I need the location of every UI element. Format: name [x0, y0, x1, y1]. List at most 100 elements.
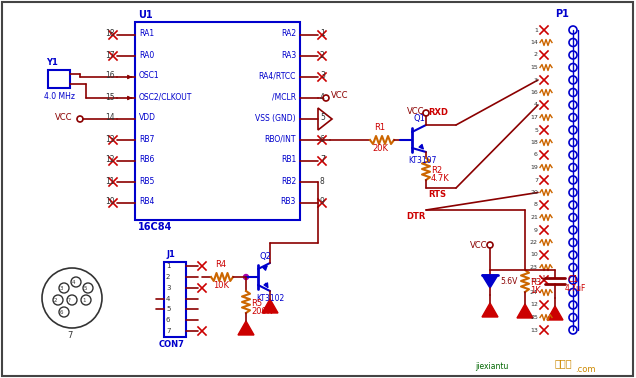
Text: 8: 8 — [534, 203, 538, 208]
Text: 15: 15 — [106, 93, 115, 102]
Text: RA4/RTCC: RA4/RTCC — [259, 71, 296, 81]
Text: 10K: 10K — [213, 281, 229, 290]
Text: 6: 6 — [320, 135, 325, 144]
Text: 3: 3 — [534, 77, 538, 82]
Text: 1: 1 — [320, 29, 325, 39]
Text: Q1: Q1 — [414, 114, 426, 123]
Text: VSS (GND): VSS (GND) — [256, 113, 296, 122]
Text: OSC2/CLKOUT: OSC2/CLKOUT — [139, 93, 192, 102]
Text: KT3107: KT3107 — [408, 156, 436, 165]
Text: 23: 23 — [530, 265, 538, 270]
Text: +: + — [539, 274, 547, 284]
Text: RA1: RA1 — [139, 29, 154, 39]
Text: DTR: DTR — [406, 212, 425, 221]
Text: 7: 7 — [67, 331, 73, 340]
Text: 13: 13 — [106, 135, 115, 144]
Text: 19: 19 — [530, 165, 538, 170]
Text: 4.0 MHz: 4.0 MHz — [44, 92, 75, 101]
Text: 10: 10 — [530, 253, 538, 257]
Text: 6: 6 — [166, 317, 170, 323]
Text: J1: J1 — [166, 250, 175, 259]
Text: 11: 11 — [106, 177, 115, 186]
Text: 3: 3 — [60, 285, 64, 291]
Text: 4.7uF: 4.7uF — [565, 284, 586, 293]
Text: C1: C1 — [567, 275, 578, 284]
Text: R2: R2 — [431, 166, 442, 175]
Text: 6: 6 — [534, 152, 538, 158]
Text: ?: ? — [68, 297, 71, 302]
Text: RB1: RB1 — [280, 155, 296, 164]
Text: 11: 11 — [530, 277, 538, 282]
Text: RB2: RB2 — [280, 177, 296, 186]
Text: 1K: 1K — [530, 286, 541, 295]
Text: 21: 21 — [530, 215, 538, 220]
Text: 1: 1 — [534, 28, 538, 33]
Text: R3: R3 — [530, 278, 541, 287]
Text: /MCLR: /MCLR — [272, 93, 296, 102]
Text: 14: 14 — [530, 40, 538, 45]
Text: VCC: VCC — [331, 91, 349, 101]
Text: RTS: RTS — [428, 190, 446, 199]
Text: RBO/INT: RBO/INT — [265, 135, 296, 144]
Text: 8: 8 — [320, 177, 325, 186]
Text: RA3: RA3 — [280, 51, 296, 59]
Text: 14: 14 — [106, 113, 115, 122]
Text: 2: 2 — [320, 51, 325, 59]
Text: U1: U1 — [138, 10, 153, 20]
Text: VDD: VDD — [139, 113, 156, 122]
Text: 12: 12 — [530, 302, 538, 307]
Bar — [48, 70, 70, 88]
Text: 5.6V: 5.6V — [500, 277, 517, 287]
Polygon shape — [262, 299, 278, 313]
Text: 4: 4 — [320, 93, 325, 102]
Text: 5: 5 — [320, 113, 325, 122]
Text: RB7: RB7 — [139, 135, 155, 144]
Text: 16: 16 — [106, 71, 115, 81]
Text: RA0: RA0 — [139, 51, 155, 59]
Text: R5: R5 — [251, 299, 262, 308]
Text: 12: 12 — [106, 155, 115, 164]
Polygon shape — [482, 275, 498, 288]
Polygon shape — [482, 303, 498, 317]
Text: 电子疯: 电子疯 — [555, 358, 572, 368]
Text: RB4: RB4 — [139, 197, 155, 206]
Text: VCC: VCC — [407, 107, 424, 116]
Text: 4: 4 — [534, 102, 538, 107]
Text: 20: 20 — [530, 190, 538, 195]
Circle shape — [244, 274, 249, 279]
Text: .com: .com — [575, 365, 595, 374]
Bar — [135, 22, 300, 220]
Text: 1: 1 — [82, 297, 85, 302]
Text: 24: 24 — [530, 290, 538, 295]
Text: 16C84: 16C84 — [138, 222, 172, 232]
Text: Q2: Q2 — [260, 252, 272, 261]
Text: CON7: CON7 — [159, 340, 185, 349]
Text: 17: 17 — [106, 51, 115, 59]
Text: RB6: RB6 — [139, 155, 155, 164]
Polygon shape — [517, 304, 533, 318]
Text: RB5: RB5 — [139, 177, 155, 186]
Text: jiexiantu: jiexiantu — [475, 362, 508, 371]
Text: 2: 2 — [166, 274, 170, 280]
Text: 4: 4 — [166, 296, 170, 302]
Text: 16: 16 — [530, 90, 538, 95]
Text: 3: 3 — [320, 71, 325, 81]
Text: 3: 3 — [166, 285, 170, 291]
Text: 7: 7 — [534, 178, 538, 183]
Polygon shape — [238, 321, 254, 335]
Text: OSC1: OSC1 — [139, 71, 160, 81]
Text: 4: 4 — [72, 279, 76, 285]
Text: 22: 22 — [530, 240, 538, 245]
Text: 5: 5 — [166, 306, 170, 312]
Text: 2: 2 — [54, 297, 57, 302]
Text: 9: 9 — [534, 228, 538, 232]
Text: 13: 13 — [530, 327, 538, 333]
Text: 4.7K: 4.7K — [431, 174, 450, 183]
Text: R4: R4 — [215, 260, 226, 269]
Text: 7: 7 — [320, 155, 325, 164]
Text: 6: 6 — [60, 310, 64, 314]
Text: 15: 15 — [530, 65, 538, 70]
Text: 5: 5 — [84, 285, 88, 291]
Text: RB3: RB3 — [280, 197, 296, 206]
Polygon shape — [547, 306, 563, 320]
